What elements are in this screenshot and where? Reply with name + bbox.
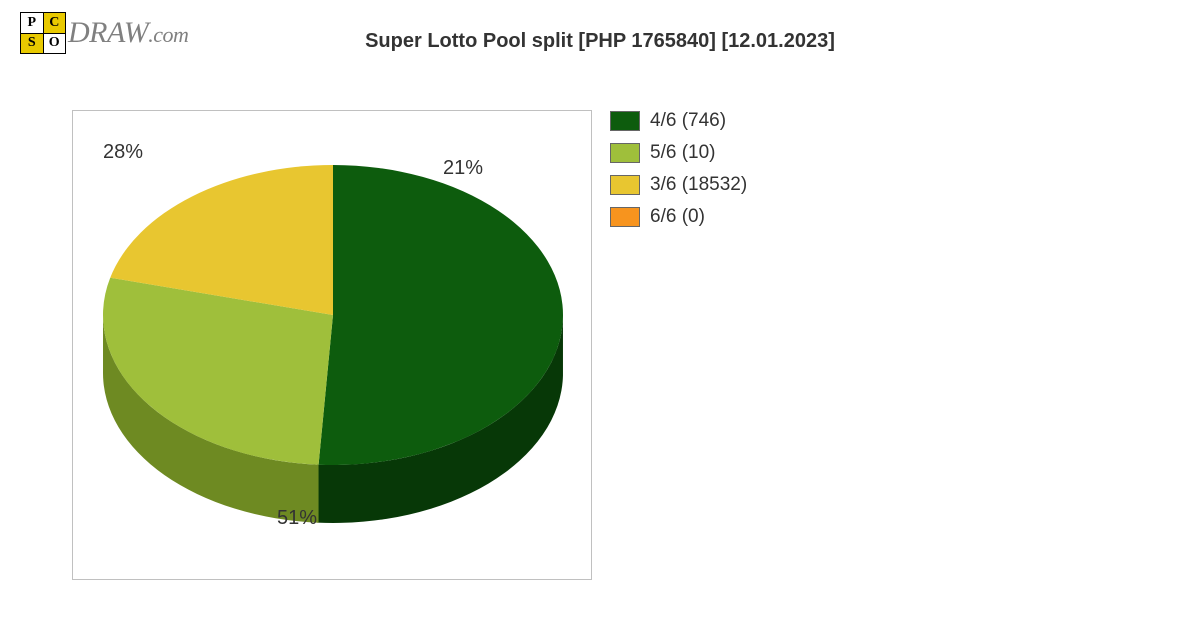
legend-swatch: [610, 143, 640, 163]
legend-label: 6/6 (0): [650, 206, 705, 228]
legend: 4/6 (746) 5/6 (10) 3/6 (18532) 6/6 (0): [610, 110, 747, 238]
legend-swatch: [610, 111, 640, 131]
legend-row-6-6: 6/6 (0): [610, 206, 747, 228]
legend-label: 4/6 (746): [650, 110, 726, 132]
legend-row-3-6: 3/6 (18532): [610, 174, 747, 196]
legend-label: 5/6 (10): [650, 142, 715, 164]
pct-label-3-6: 21%: [443, 157, 483, 180]
chart-frame: 51% 28% 21%: [72, 110, 592, 580]
legend-swatch: [610, 175, 640, 195]
legend-label: 3/6 (18532): [650, 174, 747, 196]
pie-chart: [95, 135, 571, 555]
pct-label-5-6: 28%: [103, 141, 143, 164]
pct-label-4-6: 51%: [277, 507, 317, 530]
legend-swatch: [610, 207, 640, 227]
chart-title: Super Lotto Pool split [PHP 1765840] [12…: [0, 30, 1200, 53]
legend-row-5-6: 5/6 (10): [610, 142, 747, 164]
pie-svg: [95, 135, 571, 555]
legend-row-4-6: 4/6 (746): [610, 110, 747, 132]
